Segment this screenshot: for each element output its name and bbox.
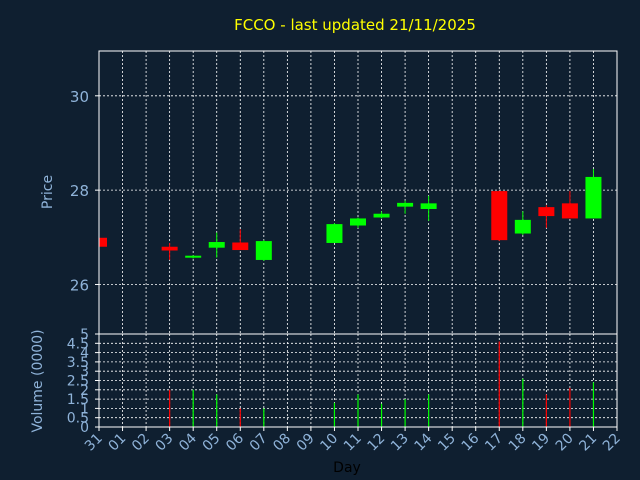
price-tick-label: 28 [70, 182, 89, 200]
volume-tick-label: 4 [80, 346, 89, 362]
candle-body [538, 207, 555, 217]
candle-body [185, 255, 202, 258]
volume-tick-label: 3.5 [67, 355, 89, 371]
candle-04 [185, 255, 202, 259]
candle-body [514, 219, 531, 234]
candle-body [373, 213, 390, 218]
candle-31 [98, 237, 107, 248]
candle-body [585, 176, 602, 219]
candle-body [255, 241, 272, 260]
volume-tick-label: 0.5 [67, 411, 89, 427]
day-axis-label: Day [333, 460, 361, 476]
candle-body [161, 246, 178, 251]
candle-03 [161, 242, 178, 260]
candle-07 [255, 240, 272, 261]
volume-axis-label: Volume (0000) [30, 329, 46, 432]
volume-tick-label: 1.5 [67, 392, 89, 408]
volume-tick-label: 1 [80, 401, 89, 417]
chart-title: FCCO - last updated 21/11/2025 [234, 16, 476, 34]
candle-11 [350, 217, 366, 228]
candle-body [420, 203, 437, 210]
candle-14 [420, 195, 437, 221]
volume-tick-label: 0 [80, 420, 89, 436]
candle-19 [538, 205, 555, 228]
candle-20 [561, 191, 578, 219]
volume-tick-label: 2 [80, 383, 89, 399]
volume-tick-label: 3 [80, 364, 89, 380]
candle-body [99, 237, 107, 247]
candle-10 [326, 223, 343, 243]
volume-tick-label: 4.5 [67, 336, 89, 352]
volume-tick-label: 2.5 [67, 374, 89, 390]
candle-12 [373, 211, 390, 219]
candle-17 [491, 190, 508, 242]
candle-06 [232, 229, 249, 251]
candle-13 [397, 200, 414, 214]
price-panel: 26 28 30 [70, 50, 618, 335]
candle-body [326, 224, 343, 243]
candle-18 [514, 211, 531, 235]
price-tick-label: 30 [70, 88, 89, 106]
candle-body [208, 242, 225, 248]
candle-body [491, 191, 508, 241]
volume-tick-label: 5 [80, 327, 89, 343]
price-tick-label: 26 [70, 276, 89, 294]
candle-body [397, 202, 414, 207]
candle-body [350, 218, 366, 226]
candle-21 [585, 168, 602, 219]
candle-05 [208, 232, 225, 258]
candle-body [561, 203, 578, 219]
price-axis-label: Price [40, 175, 56, 209]
candle-body [232, 242, 249, 251]
